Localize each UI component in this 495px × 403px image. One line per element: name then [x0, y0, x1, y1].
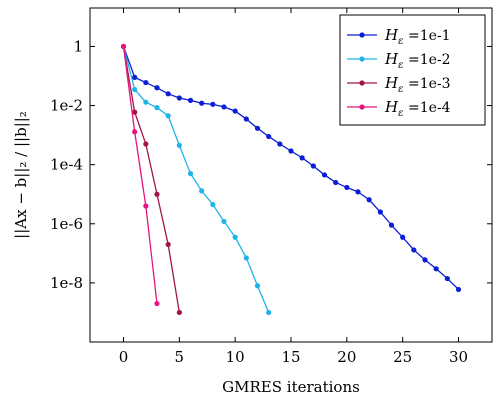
series-point-3 [154, 191, 160, 197]
series-point-2 [243, 255, 249, 261]
series-point-1 [210, 101, 216, 107]
series-point-1 [344, 184, 350, 191]
series-point-1 [355, 189, 361, 195]
series-point-2 [154, 105, 160, 111]
legend: Hε =1e-1 Hε =1e-2 Hε =1e-3 Hε =1e-4 [339, 14, 486, 126]
series-point-1 [288, 148, 294, 154]
x-tick-label: 10 [226, 348, 245, 366]
x-axis-label: GMRES iterations [222, 378, 360, 396]
legend-symbol: Hε [384, 26, 403, 47]
series-point-3 [132, 109, 138, 115]
series-point-1 [277, 141, 283, 147]
legend-symbol: Hε [384, 74, 403, 95]
x-tick-label: 30 [449, 348, 468, 366]
legend-marker [359, 32, 365, 38]
series-point-1 [154, 85, 160, 91]
series-point-1 [266, 133, 272, 140]
legend-label: =1e-4 [408, 100, 451, 116]
series-point-1 [366, 197, 372, 203]
series-point-1 [299, 155, 305, 161]
legend-marker [359, 80, 365, 86]
series-point-1 [433, 266, 439, 272]
legend-label: =1e-3 [408, 76, 451, 92]
x-axis-ticks: 0 5 10 15 20 25 30 [119, 8, 468, 366]
series-point-1 [232, 108, 238, 114]
series-point-1 [132, 74, 138, 80]
series-line-3 [122, 46, 180, 313]
y-tick-label: 1e-2 [50, 97, 83, 115]
series-point-2 [176, 142, 182, 148]
legend-marker [359, 56, 365, 62]
series-layer [120, 43, 462, 316]
series-point-1 [221, 104, 227, 110]
series-point-2 [187, 170, 194, 177]
series-point-1 [388, 222, 395, 228]
series-point-4 [132, 129, 138, 135]
series-point-4 [120, 43, 127, 50]
legend-label: =1e-2 [408, 52, 451, 68]
legend-symbol: Hε [384, 50, 403, 71]
series-point-1 [176, 95, 182, 101]
series-point-2 [254, 283, 261, 289]
series-point-1 [377, 209, 383, 215]
series-point-1 [333, 179, 339, 186]
series-point-1 [243, 116, 249, 122]
series-point-1 [422, 257, 428, 263]
series-point-1 [321, 172, 328, 178]
series-point-1 [254, 125, 261, 131]
y-tick-label: 1e-8 [50, 274, 83, 292]
series-point-2 [221, 218, 227, 225]
series-point-1 [165, 91, 171, 97]
series-point-1 [411, 247, 417, 253]
series-point-1 [400, 234, 406, 240]
legend-symbol: Hε [384, 98, 403, 119]
series-point-3 [165, 241, 171, 248]
legend-label: =1e-1 [408, 28, 451, 44]
series-point-1 [187, 97, 194, 103]
series-point-1 [455, 286, 462, 293]
series-point-3 [143, 141, 149, 147]
series-point-2 [266, 309, 272, 316]
series-point-2 [232, 234, 238, 240]
y-tick-label: 1e-6 [50, 215, 83, 233]
series-line-4 [122, 46, 158, 304]
series-point-3 [176, 309, 182, 316]
x-tick-label: 25 [393, 348, 412, 366]
series-point-1 [310, 163, 316, 169]
series-point-1 [199, 100, 205, 106]
series-point-2 [199, 188, 205, 194]
legend-marker [359, 104, 365, 110]
series-point-4 [154, 300, 160, 307]
x-tick-label: 5 [175, 348, 185, 366]
series-point-2 [132, 86, 138, 93]
series-point-1 [143, 79, 149, 86]
series-point-2 [210, 201, 216, 208]
series-point-2 [143, 99, 149, 105]
x-tick-label: 0 [119, 348, 129, 366]
series-point-2 [165, 113, 171, 119]
x-tick-label: 15 [281, 348, 300, 366]
y-tick-label: 1 [73, 37, 83, 55]
series-point-1 [444, 275, 450, 282]
y-tick-label: 1e-4 [50, 156, 83, 174]
series-point-4 [143, 203, 149, 209]
y-axis-ticks: 1e-8 1e-6 1e-4 1e-2 1 [50, 37, 492, 292]
x-tick-label: 20 [337, 348, 356, 366]
series-line-2 [122, 46, 270, 313]
y-axis-label: ||Ax − b||₂ / ||b||₂ [12, 111, 30, 239]
